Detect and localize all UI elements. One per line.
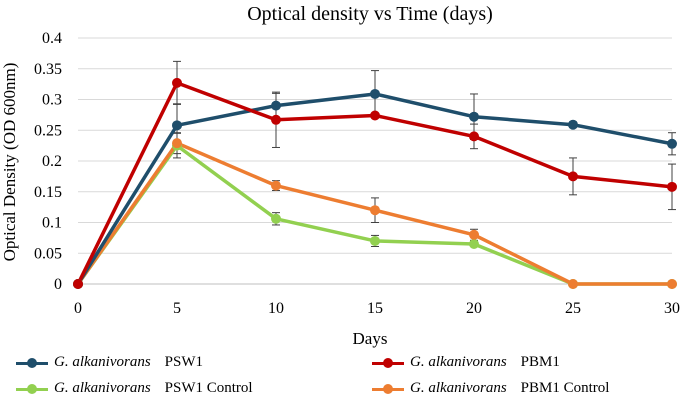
legend-item-psw1: G. alkanivorans PSW1	[16, 354, 203, 371]
legend-species: G. alkanivorans	[410, 380, 507, 396]
data-point	[271, 213, 281, 224]
data-point	[370, 110, 380, 121]
x-tick-label: 5	[173, 300, 181, 317]
y-tick-label: 0.15	[34, 184, 62, 201]
legend-swatch	[16, 382, 48, 396]
y-tick-label: 0.05	[34, 245, 62, 262]
data-point	[370, 235, 380, 246]
data-point	[667, 138, 677, 149]
x-tick-label: 15	[367, 300, 383, 317]
data-point	[667, 279, 677, 289]
x-axis-label: Days	[353, 329, 388, 348]
data-point	[568, 119, 578, 130]
data-point	[172, 138, 182, 149]
x-tick-label: 10	[268, 300, 284, 317]
x-tick-label: 30	[664, 300, 680, 317]
legend-species: G. alkanivorans	[54, 380, 151, 396]
y-tick-label: 0.35	[34, 61, 62, 78]
y-tick-label: 0.25	[34, 122, 62, 139]
legend-strain: PBM1 Control	[520, 380, 610, 396]
y-tick-label: 0.1	[42, 215, 62, 232]
legend-strain: PSW1 Control	[164, 380, 253, 396]
y-tick-label: 0.3	[42, 92, 62, 109]
data-point	[271, 100, 281, 111]
data-point	[667, 181, 677, 192]
chart-title: Optical density vs Time (days)	[247, 3, 493, 25]
series-line	[76, 92, 673, 285]
x-tick-label: 25	[565, 300, 581, 317]
y-tick-labels: 0 0.05 0.1 0.15 0.2 0.25 0.3 0.35 0.4	[34, 30, 62, 293]
legend-swatch	[372, 356, 404, 370]
y-tick-label: 0.4	[42, 30, 62, 47]
legend-species: G. alkanivorans	[410, 354, 507, 370]
x-tick-label: 0	[74, 300, 82, 317]
y-tick-label: 0	[54, 276, 62, 293]
series-points	[73, 77, 677, 289]
data-point	[469, 111, 479, 122]
x-tick-labels: 0 5 10 15 20 25 30	[74, 300, 680, 317]
data-point	[271, 114, 281, 125]
y-tick-label: 0.2	[42, 153, 62, 170]
legend-item-psw1-control: G. alkanivorans PSW1 Control	[16, 380, 253, 397]
data-point	[370, 205, 380, 216]
legend-item-pbm1-control: G. alkanivorans PBM1 Control	[372, 380, 609, 397]
data-point	[271, 180, 281, 191]
data-point	[568, 279, 578, 289]
x-tick-label: 20	[466, 300, 482, 317]
legend-swatch	[372, 382, 404, 396]
data-point	[370, 88, 380, 99]
legend-strain: PSW1	[164, 354, 204, 370]
data-point	[568, 171, 578, 182]
data-point	[73, 279, 83, 289]
data-point	[172, 120, 182, 131]
legend-item-pbm1: G. alkanivorans PBM1	[372, 354, 560, 371]
legend-species: G. alkanivorans	[54, 354, 151, 370]
legend-swatch	[16, 356, 48, 370]
error-bars	[173, 60, 676, 247]
legend-strain: PBM1	[520, 354, 560, 370]
data-point	[469, 229, 479, 240]
y-axis-label: Optical Density (OD 600nm)	[0, 63, 19, 262]
data-point	[172, 77, 182, 88]
data-point	[469, 131, 479, 142]
data-point	[469, 239, 479, 250]
